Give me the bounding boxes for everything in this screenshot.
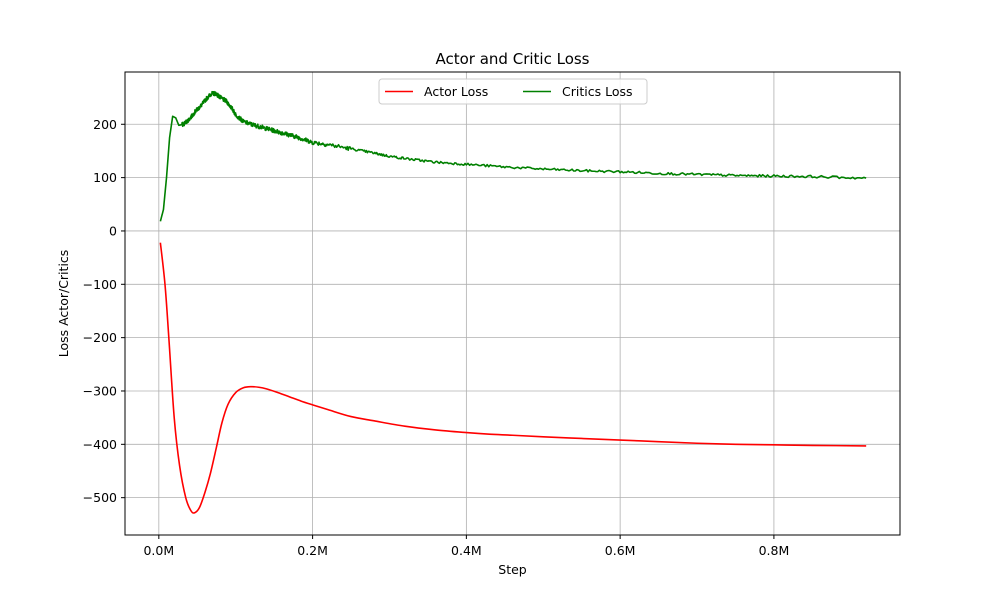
y-tick-label: −500 [83,490,117,505]
x-axis-label: Step [498,562,527,577]
chart-title: Actor and Critic Loss [436,50,590,68]
legend-label-critics-loss: Critics Loss [562,84,633,99]
y-tick-label: 0 [109,223,117,238]
series-line-actor-loss [159,242,867,514]
legend-label-actor-loss: Actor Loss [424,84,488,99]
x-tick-label: 0.4M [451,543,482,558]
y-tick-label: −100 [83,277,117,292]
y-tick-label: 200 [93,117,117,132]
y-tick-label: −300 [83,383,117,398]
plot-frame [124,71,901,536]
legend-box [378,78,648,105]
y-axis-label: Loss Actor/Critics [56,250,71,358]
y-tick-label: −400 [83,437,117,452]
x-tick-label: 0.8M [759,543,790,558]
y-tick-label: 100 [93,170,117,185]
series-line-critics-loss [159,90,867,222]
y-tick-label: −200 [83,330,117,345]
x-tick-label: 0.6M [605,543,636,558]
x-tick-label: 0.0M [143,543,174,558]
legend: Actor Loss Critics Loss [378,78,648,105]
x-tick-label: 0.2M [297,543,328,558]
